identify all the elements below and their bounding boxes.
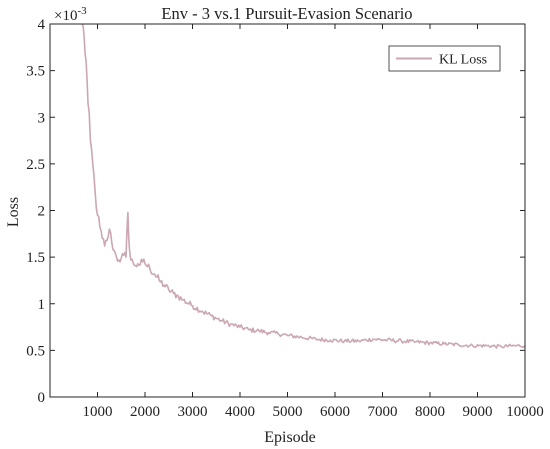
y-axis-label: Loss	[5, 197, 22, 227]
x-axis-ticks: 1000 2000 3000 4000 5000 6000 7000 8000 9000 1000…	[83, 24, 544, 420]
series-line-kl-loss	[81, 23, 526, 349]
x-tick-label: 5000	[273, 404, 303, 420]
y-axis-ticks: 0 0.5 1 1.5 2 2.5 3 3.5 4	[26, 17, 525, 406]
x-tick-label: 8000	[415, 404, 445, 420]
legend-label: KL Loss	[439, 53, 487, 68]
y-tick-label: 0.5	[26, 343, 45, 359]
x-tick-label: 6000	[320, 404, 350, 420]
y-axis-exponent-power: -3	[77, 5, 87, 17]
series-layer	[81, 23, 526, 349]
x-axis-label: Episode	[264, 429, 316, 446]
y-tick-label: 3	[38, 110, 46, 126]
x-tick-label: 1000	[83, 404, 113, 420]
x-tick-label: 4000	[225, 404, 255, 420]
x-tick-label: 9000	[463, 404, 493, 420]
y-tick-label: 1	[38, 297, 46, 313]
chart-title: Env - 3 vs.1 Pursuit-Evasion Scenario	[161, 4, 412, 23]
legend: KL Loss	[388, 45, 501, 72]
y-tick-label: 2.5	[26, 157, 45, 173]
x-tick-label: 7000	[368, 404, 398, 420]
y-tick-label: 3.5	[26, 64, 45, 80]
y-tick-label: 1.5	[26, 250, 45, 266]
y-axis-exponent: ×10-3	[54, 5, 87, 24]
x-tick-label: 10000	[506, 404, 544, 420]
x-tick-label: 2000	[130, 404, 160, 420]
x-tick-label: 3000	[178, 404, 208, 420]
y-axis-exponent-base: ×10	[54, 8, 77, 24]
y-tick-label: 0	[38, 390, 46, 406]
plot-area	[50, 24, 525, 397]
y-tick-label: 4	[38, 17, 46, 33]
y-tick-label: 2	[38, 204, 46, 220]
